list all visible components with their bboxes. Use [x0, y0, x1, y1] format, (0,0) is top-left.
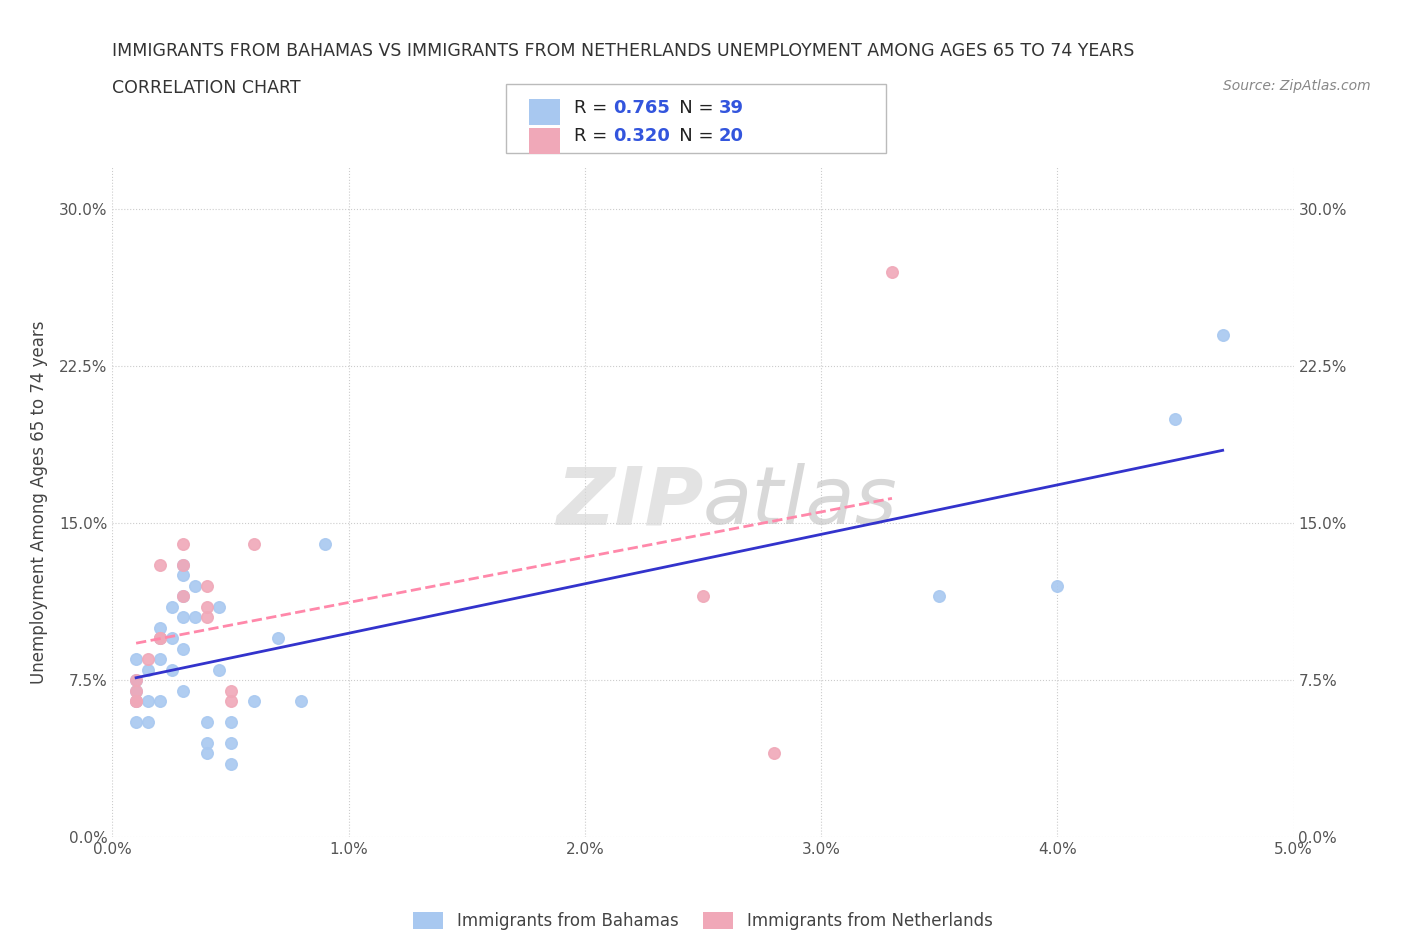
Text: CORRELATION CHART: CORRELATION CHART — [112, 79, 301, 97]
Text: IMMIGRANTS FROM BAHAMAS VS IMMIGRANTS FROM NETHERLANDS UNEMPLOYMENT AMONG AGES 6: IMMIGRANTS FROM BAHAMAS VS IMMIGRANTS FR… — [112, 42, 1135, 60]
Point — [149, 631, 172, 645]
Point — [290, 694, 312, 709]
Point — [149, 631, 172, 645]
Point — [208, 600, 231, 615]
Point — [219, 694, 242, 709]
Text: N =: N = — [662, 127, 720, 145]
Point — [172, 589, 194, 604]
Point — [125, 694, 148, 709]
Point — [125, 714, 148, 729]
Point — [219, 736, 242, 751]
Text: N =: N = — [662, 100, 720, 117]
Text: 0.765: 0.765 — [613, 100, 669, 117]
Point — [172, 558, 194, 573]
Point — [184, 578, 207, 593]
Point — [160, 631, 183, 645]
Point — [184, 610, 207, 625]
Point — [149, 558, 172, 573]
Point — [136, 652, 159, 667]
Point — [195, 600, 218, 615]
Point — [195, 578, 218, 593]
Point — [195, 746, 218, 761]
Point — [172, 610, 194, 625]
Point — [172, 589, 194, 604]
Point — [125, 694, 148, 709]
Point — [267, 631, 290, 645]
Point — [172, 642, 194, 657]
Point — [195, 714, 218, 729]
Text: R =: R = — [574, 100, 613, 117]
Point — [136, 694, 159, 709]
Point — [1046, 578, 1069, 593]
Point — [692, 589, 714, 604]
Point — [172, 537, 194, 551]
Text: 20: 20 — [718, 127, 744, 145]
Point — [125, 694, 148, 709]
Text: ZIP: ZIP — [555, 463, 703, 541]
Point — [160, 662, 183, 677]
Point — [160, 600, 183, 615]
Point — [125, 672, 148, 687]
Point — [125, 672, 148, 687]
Text: R =: R = — [574, 127, 613, 145]
Text: atlas: atlas — [703, 463, 898, 541]
Point — [125, 683, 148, 698]
Point — [880, 265, 903, 280]
Point — [136, 662, 159, 677]
Point — [195, 610, 218, 625]
Point — [1164, 411, 1187, 426]
Y-axis label: Unemployment Among Ages 65 to 74 years: Unemployment Among Ages 65 to 74 years — [30, 321, 48, 684]
Point — [219, 714, 242, 729]
Point — [219, 756, 242, 771]
Text: 0.320: 0.320 — [613, 127, 669, 145]
Point — [125, 652, 148, 667]
Point — [125, 683, 148, 698]
Point — [136, 714, 159, 729]
Point — [314, 537, 336, 551]
Point — [1212, 327, 1234, 342]
Point — [243, 694, 266, 709]
Point — [219, 683, 242, 698]
Point — [172, 683, 194, 698]
Point — [243, 537, 266, 551]
Point — [149, 652, 172, 667]
Point — [149, 694, 172, 709]
Text: Source: ZipAtlas.com: Source: ZipAtlas.com — [1223, 79, 1371, 93]
Point — [928, 589, 950, 604]
Point — [172, 568, 194, 583]
Point — [149, 631, 172, 645]
Point — [208, 662, 231, 677]
Point — [762, 746, 785, 761]
Point — [195, 736, 218, 751]
Point — [172, 558, 194, 573]
Point — [149, 620, 172, 635]
Text: 39: 39 — [718, 100, 744, 117]
Legend: Immigrants from Bahamas, Immigrants from Netherlands: Immigrants from Bahamas, Immigrants from… — [406, 906, 1000, 930]
